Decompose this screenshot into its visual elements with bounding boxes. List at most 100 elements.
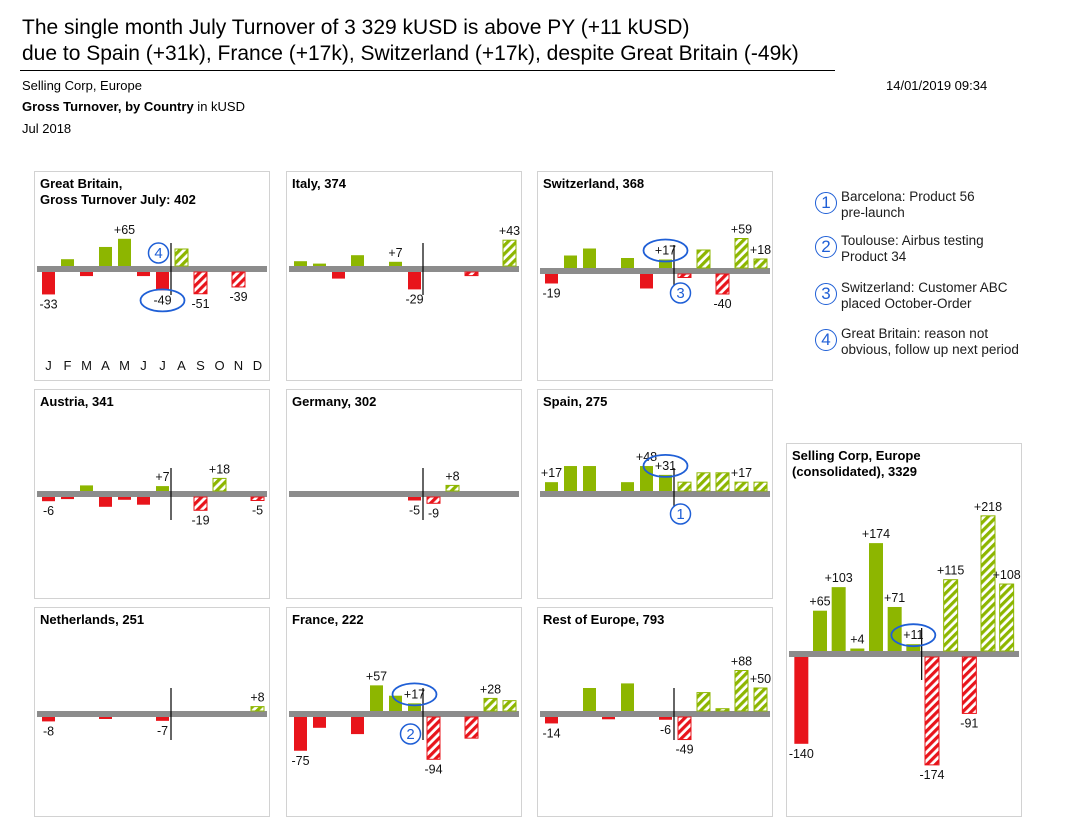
chart-plot: -14 -6 -49 +88 +50: [540, 655, 771, 757]
data-label: +65: [114, 223, 135, 237]
note-4: Great Britain: reason not obvious, follow…: [841, 326, 1019, 358]
chart-panel-france: France, 222 -75 +57 +17 -94 +28 2: [286, 607, 522, 817]
data-label: +28: [480, 682, 501, 696]
bar-N-11: [483, 697, 498, 712]
bar-A-4: [351, 255, 364, 266]
bar-A-4: [99, 497, 112, 507]
headline-rule: [20, 70, 835, 71]
bar-D-12: [999, 583, 1015, 652]
chart-title-line-1: Selling Corp, Europe: [792, 448, 921, 463]
data-label: -6: [43, 504, 54, 518]
bar-J-7: [408, 272, 421, 290]
measure-unit: in kUSD: [193, 99, 245, 114]
x-axis: [289, 266, 519, 272]
data-label: -29: [405, 292, 423, 306]
chart-title: Great Britain, Gross Turnover July: 402: [40, 176, 196, 208]
chart-subtitle: Gross Turnover July: 402: [40, 192, 196, 207]
bar-O-10: [715, 472, 730, 492]
chart-title-line-1: Great Britain,: [40, 176, 123, 191]
bar-J-7: [659, 474, 672, 491]
bar-N-11: [980, 515, 996, 652]
measure-label: Gross Turnover, by Country in kUSD: [22, 99, 245, 114]
note-marker-number: 1: [676, 506, 684, 523]
bar-J-6: [389, 261, 402, 266]
chart-plot: +7 -29 +43: [289, 224, 520, 306]
data-label: +8: [445, 469, 459, 483]
month-tick-label: A: [101, 358, 110, 373]
company-name: Selling Corp, Europe: [22, 78, 142, 93]
bar-M-3: [332, 272, 345, 279]
chart-plot: -8 -7 +8: [37, 688, 267, 740]
note-2-line-1: Toulouse: Airbus testing: [841, 233, 984, 248]
bar-A-8: [677, 273, 692, 278]
x-axis: [289, 491, 519, 497]
bar-J-7: [156, 717, 169, 721]
bar-S-9: [445, 484, 460, 492]
bar-D-12: [502, 239, 517, 267]
note-4-line-2: obvious, follow up next period: [841, 342, 1019, 357]
bar-J-7: [659, 717, 672, 720]
bar-J-7: [156, 272, 169, 291]
bar-J-1: [794, 657, 809, 744]
bar-A-4: [850, 648, 865, 651]
chart-title: Selling Corp, Europe (consolidated), 3329: [792, 448, 921, 480]
data-label: -49: [675, 743, 693, 757]
bar-J-6: [137, 497, 150, 505]
note-marker: [147, 242, 170, 264]
chart-title: Spain, 275: [543, 394, 608, 409]
bar-S-9: [696, 692, 711, 712]
bar-F-2: [813, 610, 827, 651]
data-label: +57: [366, 669, 387, 683]
chart-plot: -140 +65 +103 +4 +174 +71 +11 -174 +115 -91 +218 +1…: [789, 500, 1021, 782]
data-label: +88: [731, 655, 752, 669]
chart-panel-germany: Germany, 302 -5 -9 +8: [286, 389, 522, 599]
data-label: -39: [229, 290, 247, 304]
chart-plot: -19 +17 -40 +59 +18 3: [540, 223, 771, 311]
month-tick-label: S: [196, 358, 205, 373]
bar-M-5: [621, 258, 634, 268]
bar-J-1: [294, 717, 307, 751]
bar-N-11: [734, 670, 749, 712]
bar-N-11: [231, 271, 246, 288]
chart-plot: +17 +48+31 +17 1: [540, 450, 770, 525]
bar-M-5: [118, 497, 131, 500]
chart-plot: -5 -9 +8: [289, 468, 519, 520]
chart-panel-spain: Spain, 275 +17 +48 +31 +17 1: [537, 389, 773, 599]
data-label: -6: [660, 723, 671, 737]
data-label: -94: [424, 762, 442, 776]
note-number-2: 2: [815, 236, 837, 258]
bar-F-2: [564, 255, 577, 268]
note-marker-number: 3: [676, 285, 684, 302]
note-number-4: 4: [815, 329, 837, 351]
bar-M-5: [869, 543, 883, 651]
bar-M-5: [118, 238, 131, 266]
note-1-line-2: pre-launch: [841, 205, 905, 220]
data-label: +4: [850, 633, 864, 647]
bar-J-7: [156, 486, 169, 491]
highlight-ellipse: [642, 238, 689, 263]
month-tick-label: J: [45, 358, 52, 373]
bar-M-3: [831, 587, 846, 651]
x-axis: [540, 268, 770, 274]
month-tick-label: A: [177, 358, 186, 373]
highlight-ellipse: [890, 623, 937, 648]
month-tick-label: J: [140, 358, 147, 373]
month-tick-label: F: [64, 358, 72, 373]
data-label: -19: [542, 287, 560, 301]
note-number-3: 3: [815, 283, 837, 305]
chart-subtitle: (consolidated), 3329: [792, 464, 917, 479]
data-label: +218: [974, 500, 1002, 514]
month-tick-label: D: [253, 358, 262, 373]
chart-panel-rest-of-europe: Rest of Europe, 793 -14 -6 -49 +88 +50: [537, 607, 773, 817]
bar-J-1: [545, 717, 558, 724]
note-2: Toulouse: Airbus testing Product 34: [841, 233, 984, 265]
data-label: -140: [789, 747, 814, 761]
data-label: -5: [252, 504, 263, 518]
data-label: +7: [388, 246, 402, 260]
chart-title: Rest of Europe, 793: [543, 612, 665, 627]
chart-panel-netherlands: Netherlands, 251 -8 -7 +8: [34, 607, 270, 817]
bar-S-9: [943, 579, 959, 652]
bar-A-4: [602, 717, 615, 720]
chart-panel-consolidated: Selling Corp, Europe (consolidated), 3329…: [786, 443, 1022, 817]
headline-line-1: The single month July Turnover of 3 329 …: [22, 16, 690, 39]
